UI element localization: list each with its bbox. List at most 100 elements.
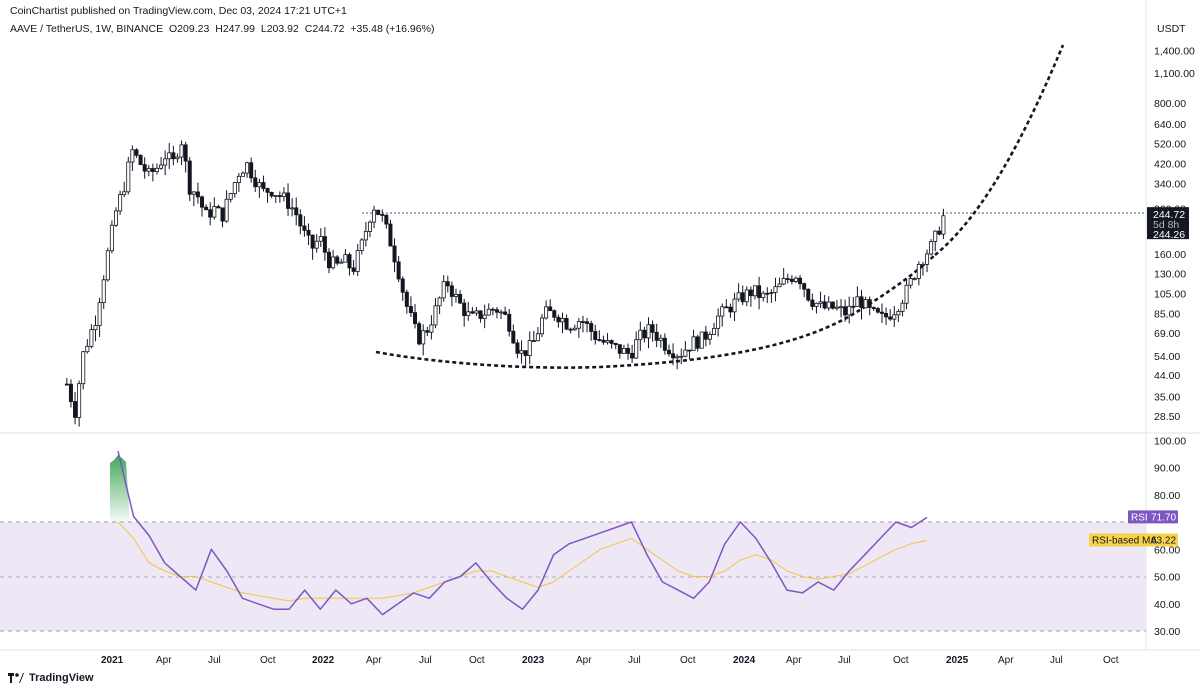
candle-down: [523, 350, 528, 356]
time-tick-label: Apr: [366, 655, 382, 666]
candle-down: [724, 306, 729, 309]
candle-down: [208, 209, 213, 218]
candle-up: [175, 156, 180, 160]
candle-up: [634, 339, 639, 359]
candle-down: [200, 196, 205, 208]
candle-up: [691, 336, 696, 351]
price-tick-label: 800.00: [1154, 98, 1186, 110]
candle-up: [679, 355, 684, 358]
candle-up: [363, 231, 368, 241]
candle-down: [380, 214, 385, 216]
candle-up: [437, 297, 442, 307]
candle-down: [593, 331, 598, 340]
candle-up: [539, 317, 544, 335]
ohlc-open: O209.23: [169, 23, 210, 35]
rsi-line[interactable]: [117, 450, 928, 616]
rsi-overbought-fill: [110, 455, 130, 522]
price-tick-label: 105.00: [1154, 289, 1186, 301]
candle-up: [212, 206, 217, 218]
candle-up: [77, 383, 82, 418]
price-tick-label: 640.00: [1154, 119, 1186, 131]
candle-down: [388, 223, 393, 247]
candle-up: [847, 305, 852, 316]
rsi-value-badge: [1128, 510, 1178, 524]
candle-up: [572, 327, 577, 331]
candle-up: [429, 324, 434, 333]
candle-up: [257, 182, 262, 188]
candle-up: [163, 158, 168, 166]
candle-down: [413, 312, 418, 325]
candle-down: [695, 336, 700, 349]
candle-down: [564, 318, 569, 330]
candle-down: [507, 313, 512, 332]
candle-down: [859, 296, 864, 309]
candle-down: [445, 281, 450, 287]
candle-down: [802, 283, 807, 290]
candle-up: [367, 221, 372, 232]
published-info: CoinChartist published on TradingView.co…: [10, 5, 347, 17]
candle-up: [777, 283, 782, 288]
candle-up: [560, 318, 565, 323]
candle-down: [662, 337, 667, 351]
last-price-value: 244.72: [1153, 209, 1185, 221]
candle-up: [372, 209, 377, 223]
candle-up: [761, 292, 766, 298]
candle-down: [703, 331, 708, 340]
cup-bottom-curve[interactable]: [375, 254, 936, 369]
rsi-tick-label: 100.00: [1154, 435, 1186, 447]
candle-down: [757, 285, 762, 298]
candle-down: [531, 340, 536, 342]
candle-down: [806, 288, 811, 301]
candle-down: [425, 330, 430, 333]
projection-curve[interactable]: [934, 44, 1065, 257]
candle-up: [752, 285, 757, 297]
candle-down: [396, 261, 401, 280]
candle-down: [64, 383, 69, 386]
currency-label[interactable]: USDT: [1157, 23, 1186, 35]
candle-up: [236, 175, 241, 183]
rsi-tick-label: 60.00: [1154, 544, 1180, 556]
candle-down: [269, 191, 274, 197]
tradingview-logo[interactable]: TradingView: [8, 672, 94, 684]
candle-up: [929, 241, 934, 255]
candle-down: [609, 340, 614, 344]
candle-up: [482, 314, 487, 319]
candle-down: [748, 289, 753, 297]
candle-down: [277, 195, 282, 197]
candle-up: [421, 330, 426, 345]
candle-up: [793, 277, 798, 282]
candle-down: [404, 291, 409, 307]
candle-down: [322, 236, 327, 253]
candle-down: [642, 329, 647, 339]
candle-down: [171, 152, 176, 160]
candle-up: [146, 168, 151, 172]
candle-down: [261, 182, 266, 189]
candle-up: [499, 311, 504, 314]
candle-down: [650, 324, 655, 333]
candle-up: [433, 305, 438, 326]
candle-up: [544, 306, 549, 319]
candle-up: [904, 284, 909, 304]
candle-down: [204, 206, 209, 211]
time-tick-label: Oct: [260, 655, 276, 666]
price-tick-label: 35.00: [1154, 392, 1180, 404]
candle-up: [826, 301, 831, 309]
candle-down: [765, 292, 770, 295]
candle-up: [646, 324, 651, 339]
candle-up: [920, 263, 925, 266]
candle-down: [408, 306, 413, 313]
time-tick-label: 2025: [946, 655, 969, 666]
rsi-ma-line[interactable]: [117, 521, 928, 602]
candle-up: [638, 329, 643, 341]
candle-up: [744, 289, 749, 303]
candle-up: [933, 230, 938, 242]
symbol-name[interactable]: AAVE / TetherUS, 1W, BINANCE: [10, 23, 164, 35]
candle-up: [781, 278, 786, 285]
candle-up: [486, 308, 491, 316]
candle-down: [822, 301, 827, 309]
candle-up: [355, 250, 360, 272]
candle-down: [552, 310, 557, 318]
candle-up: [314, 240, 319, 249]
candle-up: [118, 194, 123, 212]
